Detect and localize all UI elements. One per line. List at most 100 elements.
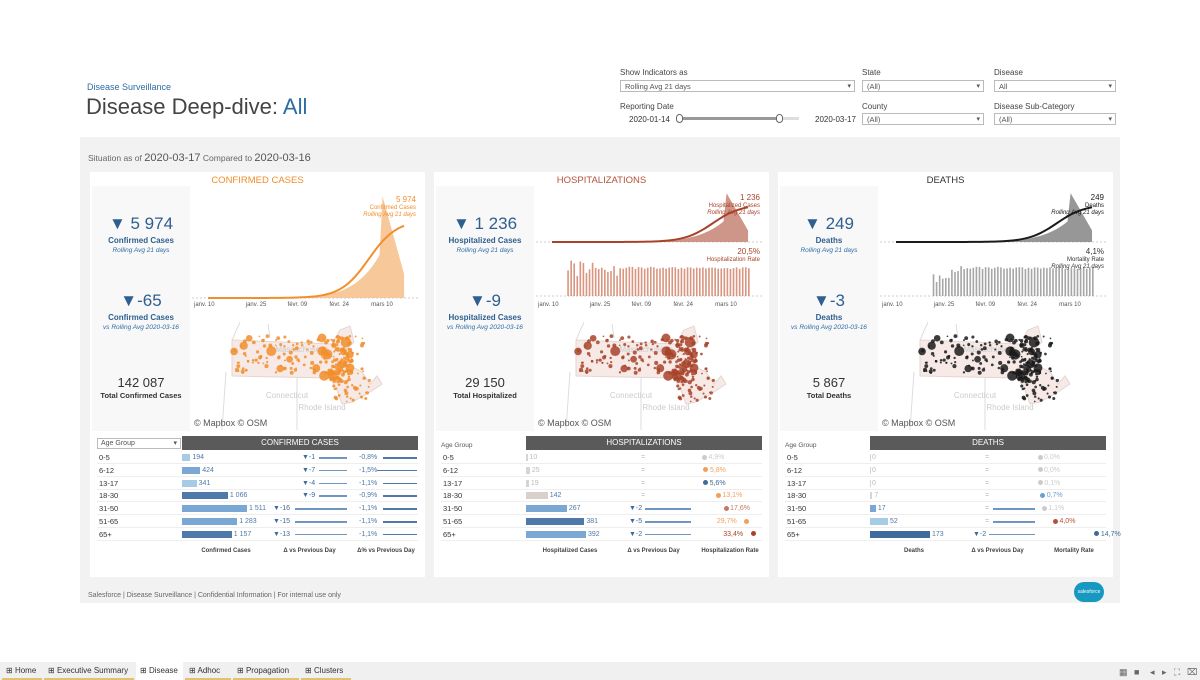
map-dot	[610, 361, 613, 364]
rolling-avg-line	[895, 206, 1093, 243]
map[interactable]: Massachusetts Connecticut Rhode Island © Ma…	[880, 312, 1108, 430]
map-dot	[367, 385, 370, 388]
map-dot	[982, 346, 987, 351]
value-bar	[526, 479, 529, 487]
state-dropdown[interactable]: (All) ▾	[862, 80, 984, 92]
map-dot	[609, 356, 612, 360]
next-tab-icon[interactable]: ▸	[1162, 667, 1167, 677]
tab-disease[interactable]: ⊞ Disease	[136, 662, 183, 680]
tab-label: Adhoc	[197, 666, 221, 675]
map-dot	[1047, 343, 1052, 348]
map-dot	[321, 356, 323, 358]
kpi-delta-value: ▼-9	[469, 291, 501, 310]
county-dropdown[interactable]: (All) ▾	[862, 113, 984, 125]
map-dot	[681, 368, 685, 372]
map-dot	[324, 340, 328, 345]
map-dot	[1026, 359, 1036, 369]
rate-bar	[1018, 267, 1021, 296]
kpi-sub: Rolling Avg 21 days	[456, 247, 514, 254]
date-slider-track[interactable]	[679, 117, 779, 120]
delta-line	[319, 469, 347, 472]
map[interactable]: Massachusetts Connecticut Rhode Island © Ma…	[192, 312, 420, 430]
grid-view-icon[interactable]: ▦	[1119, 667, 1128, 677]
map-dot	[266, 361, 269, 364]
map-dot	[971, 345, 974, 348]
age-group-dropdown[interactable]: Age Group ▾	[97, 438, 181, 449]
single-view-icon[interactable]: ■	[1134, 667, 1140, 677]
situation-prefix: Situation as of	[88, 153, 142, 163]
map-dot	[934, 359, 938, 363]
map-dot	[674, 338, 677, 341]
indicators-dropdown[interactable]: Rolling Avg 21 days ▾	[620, 80, 855, 92]
map-dot	[928, 345, 931, 348]
map-dot	[265, 356, 268, 360]
map-dot	[1034, 385, 1037, 389]
fullscreen-icon[interactable]: ⛶	[1174, 667, 1181, 677]
map-dot	[1052, 396, 1056, 401]
map-dot	[708, 396, 712, 401]
disease-dropdown[interactable]: All ▾	[994, 80, 1116, 92]
map-dot	[362, 376, 366, 380]
map-dot	[287, 340, 291, 343]
map-dot	[983, 342, 987, 346]
tab-label: Home	[14, 666, 37, 675]
rate-bar	[1043, 267, 1045, 296]
map-dot	[245, 334, 253, 342]
kpi-value: ▼ 5 974	[108, 214, 174, 233]
map-dot	[698, 387, 702, 391]
map-dot	[1015, 368, 1020, 373]
map-dot	[313, 367, 317, 371]
subcategory-dropdown[interactable]: (All) ▾	[994, 113, 1116, 125]
delta-label: ▼-1	[302, 454, 316, 461]
map-dot	[665, 356, 667, 358]
rate-bar	[1030, 268, 1033, 296]
rate-label: 0,7%	[1046, 492, 1063, 500]
map-dot	[703, 384, 706, 387]
x-tick-label: févr. 09	[288, 302, 308, 308]
prev-tab-icon[interactable]: ◂	[1150, 667, 1155, 677]
rate-bar	[650, 266, 652, 296]
rate-bar	[711, 267, 713, 296]
map-dot	[1022, 346, 1025, 349]
map-dot	[711, 385, 714, 388]
map-dot	[644, 341, 647, 344]
date-slider-start-handle[interactable]	[676, 114, 683, 123]
rate-bar	[1070, 268, 1073, 296]
map-dot	[1025, 368, 1029, 372]
map-dot	[333, 395, 338, 400]
map-dot	[1021, 350, 1024, 353]
reporting-date-label: Reporting Date	[620, 102, 674, 111]
rate-bar	[702, 267, 704, 296]
tab-clusters[interactable]: ⊞ Clusters	[301, 662, 351, 680]
map-dot	[1037, 397, 1040, 400]
map-dot	[316, 337, 321, 342]
tab-executive-summary[interactable]: ⊞ Executive Summary	[44, 662, 134, 680]
present-icon[interactable]: ⌧	[1187, 667, 1198, 677]
age-label: 6-12	[99, 465, 115, 475]
sheet-icon: ⊞	[48, 666, 57, 675]
date-slider-end-handle[interactable]	[776, 114, 783, 123]
map-dot	[618, 371, 622, 374]
map-dot	[702, 392, 705, 395]
rate-bar	[729, 268, 732, 296]
rate-bar	[573, 263, 576, 296]
breadcrumb[interactable]: Disease Surveillance	[87, 82, 172, 92]
map-dot	[327, 368, 332, 373]
rate-bar	[723, 268, 726, 296]
map-dot	[306, 339, 310, 344]
value-bar	[526, 466, 530, 474]
tab-home[interactable]: ⊞ Home	[2, 662, 42, 680]
map-dot	[676, 371, 679, 374]
tab-propagation[interactable]: ⊞ Propagation	[233, 662, 299, 680]
delta-line	[319, 457, 347, 459]
tab-adhoc[interactable]: ⊞ Adhoc	[185, 662, 231, 680]
map-dot	[1028, 348, 1036, 356]
rate-dot	[1037, 480, 1043, 486]
table-row: 51-65 52 = 4,0%	[785, 515, 1106, 528]
map-dot	[711, 378, 715, 383]
map-dot	[974, 355, 981, 363]
map-dot	[651, 342, 655, 346]
map[interactable]: Massachusetts Connecticut Rhode Island © Ma…	[536, 312, 764, 430]
map-dot	[344, 391, 349, 396]
chevron-down-icon: ▾	[847, 83, 851, 90]
